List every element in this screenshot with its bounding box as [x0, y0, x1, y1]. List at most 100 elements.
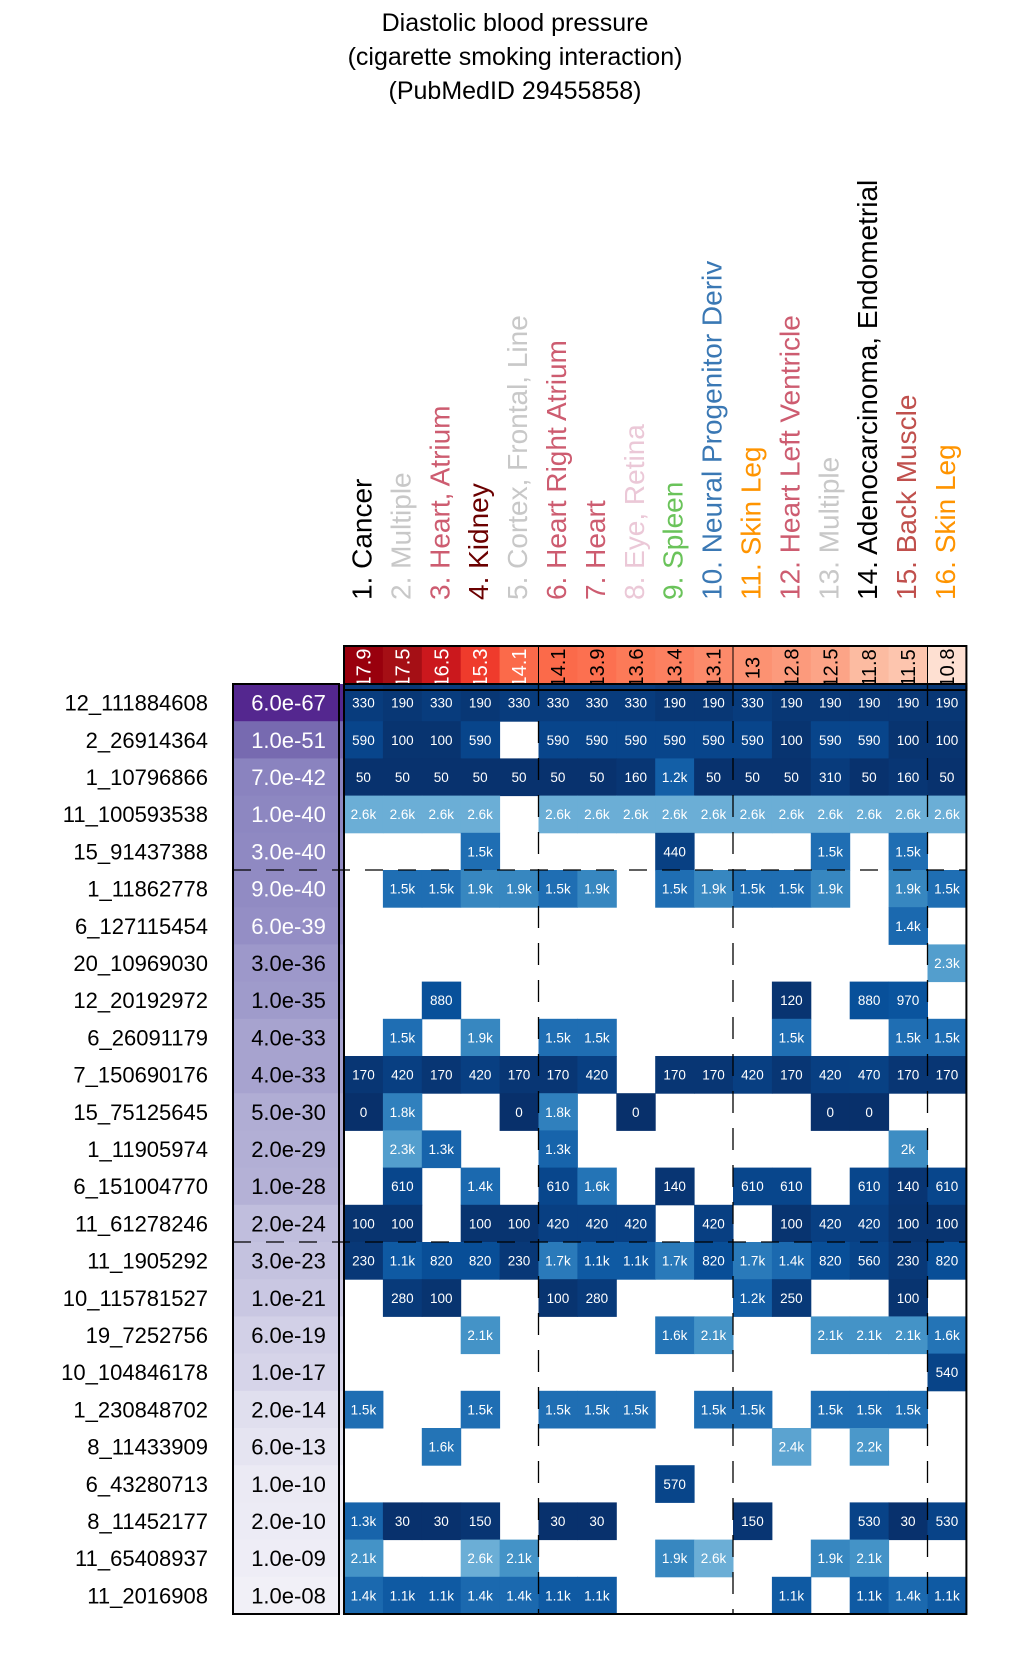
heatmap-cell: [810, 832, 851, 871]
heatmap-cell: [538, 1279, 578, 1317]
cell-label: 1.9k: [506, 882, 532, 897]
cell-label: 1.5k: [934, 882, 960, 897]
pvalue-label: 3.0e-40: [251, 839, 326, 864]
cell-label: 100: [547, 1291, 570, 1306]
pvalue-cell: [233, 1279, 344, 1317]
heatmap-cell: [382, 1279, 423, 1317]
cell-label: 590: [547, 733, 570, 748]
score-cell: [733, 646, 773, 690]
cell-label: 2.6k: [701, 807, 727, 822]
heatmap-cell: [927, 1167, 967, 1206]
row-label: 2_26914364: [86, 728, 208, 753]
cell-label: 50: [473, 770, 488, 785]
chart-title: Diastolic blood pressure (cigarette smok…: [348, 9, 683, 105]
heatmap-cell: [927, 1576, 967, 1615]
cell-label: 1.5k: [584, 1402, 610, 1417]
pvalue-label: 6.0e-19: [251, 1323, 326, 1348]
heatmap-cell: [460, 1018, 501, 1057]
cell-label: 100: [780, 1216, 803, 1231]
cell-label: 420: [469, 1068, 492, 1083]
cell-label: 170: [780, 1068, 803, 1083]
cell-label: 1.6k: [934, 1328, 960, 1343]
cell-label: 1.5k: [817, 844, 843, 859]
cell-label: 420: [702, 1216, 725, 1231]
heatmap-cell: [421, 870, 462, 908]
cell-label: 560: [858, 1254, 881, 1269]
heatmap-cell: [927, 1316, 967, 1355]
heatmap-cell: [849, 795, 890, 834]
cell-label: 2.1k: [856, 1551, 882, 1566]
column-label: 5. Cortex, Frontal, Line: [502, 315, 533, 600]
pvalue-label: 2.0e-10: [251, 1509, 326, 1534]
heatmap-cell: [538, 1130, 578, 1169]
cell-label: 0: [360, 1105, 368, 1120]
heatmap-cell: [538, 1204, 578, 1243]
cell-label: 1.5k: [817, 1402, 843, 1417]
score-cell: [616, 646, 656, 690]
cell-label: 230: [508, 1254, 531, 1269]
cell-label: 330: [586, 696, 609, 711]
cell-label: 50: [550, 770, 565, 785]
pvalue-label: 1.0e-21: [251, 1286, 326, 1311]
column-label: 15. Back Muscle: [891, 395, 922, 600]
cell-label: 190: [469, 696, 492, 711]
pvalue-label: 6.0e-39: [251, 914, 326, 939]
heatmap-cell: [344, 1390, 384, 1429]
heatmap-cell: [344, 1539, 384, 1578]
cell-label: 100: [780, 733, 803, 748]
heatmap-cell: [927, 795, 967, 834]
heatmap-cell: [382, 1576, 423, 1615]
heatmap-cell: [421, 721, 462, 759]
cell-label: 1.7k: [545, 1254, 571, 1269]
heatmap-cell: [771, 1428, 812, 1466]
heatmap-cell: [888, 832, 928, 871]
cell-label: 250: [780, 1291, 803, 1306]
cell-label: 1.1k: [390, 1254, 416, 1269]
cell-label: 1.9k: [701, 882, 727, 897]
column-label: 14. Adenocarcinoma, Endometrial: [852, 180, 883, 600]
heatmap-cell: [888, 795, 928, 834]
cell-label: 50: [395, 770, 410, 785]
cell-label: 820: [819, 1254, 842, 1269]
row-label: 7_150690176: [73, 1063, 208, 1088]
cell-label: 1.5k: [856, 1402, 882, 1417]
cell-label: 1.3k: [351, 1514, 377, 1529]
row-label: 6_43280713: [86, 1472, 208, 1497]
heatmap-cell: [538, 1167, 578, 1206]
cell-label: 2k: [901, 1142, 916, 1157]
frames: [232, 645, 968, 1615]
heatmap-cell: [577, 1018, 617, 1057]
heatmap-cell: [655, 1316, 695, 1355]
row-label: 8_11452177: [87, 1509, 208, 1534]
cell-label: 1.6k: [584, 1179, 610, 1194]
cell-label: 170: [897, 1068, 920, 1083]
cell-label: 1.2k: [662, 770, 688, 785]
heatmap-cell: [888, 870, 928, 908]
score-label: 13: [742, 657, 764, 679]
score-label: 13.6: [626, 649, 648, 688]
heatmap-cell: [344, 758, 384, 797]
pvalue-cell: [233, 1465, 344, 1503]
column-label: 16. Skin Leg: [930, 444, 961, 600]
heatmap-cell: [849, 1539, 890, 1578]
cell-label: 160: [897, 770, 920, 785]
pvalue-label: 6.0e-67: [251, 691, 326, 716]
heatmap-cell: [421, 1242, 462, 1280]
heatmap-cell: [849, 1428, 890, 1466]
cell-label: 330: [352, 696, 375, 711]
cell-label: 1.1k: [584, 1254, 610, 1269]
score-label: 17.5: [392, 649, 414, 688]
cell-label: 100: [897, 1216, 920, 1231]
cell-label: 1.9k: [895, 882, 921, 897]
heatmap-cell: [888, 1018, 928, 1057]
heatmap-cell: [694, 721, 734, 759]
heatmap-cell: [733, 758, 773, 797]
cell-label: 1.4k: [467, 1588, 493, 1603]
cell-label: 1.5k: [545, 882, 571, 897]
cell-label: 2.6k: [817, 807, 843, 822]
cell-label: 100: [391, 1216, 414, 1231]
cell-label: 330: [624, 696, 647, 711]
heatmap-cell: [771, 1204, 812, 1243]
cell-label: 50: [589, 770, 604, 785]
cell-label: 530: [858, 1514, 881, 1529]
